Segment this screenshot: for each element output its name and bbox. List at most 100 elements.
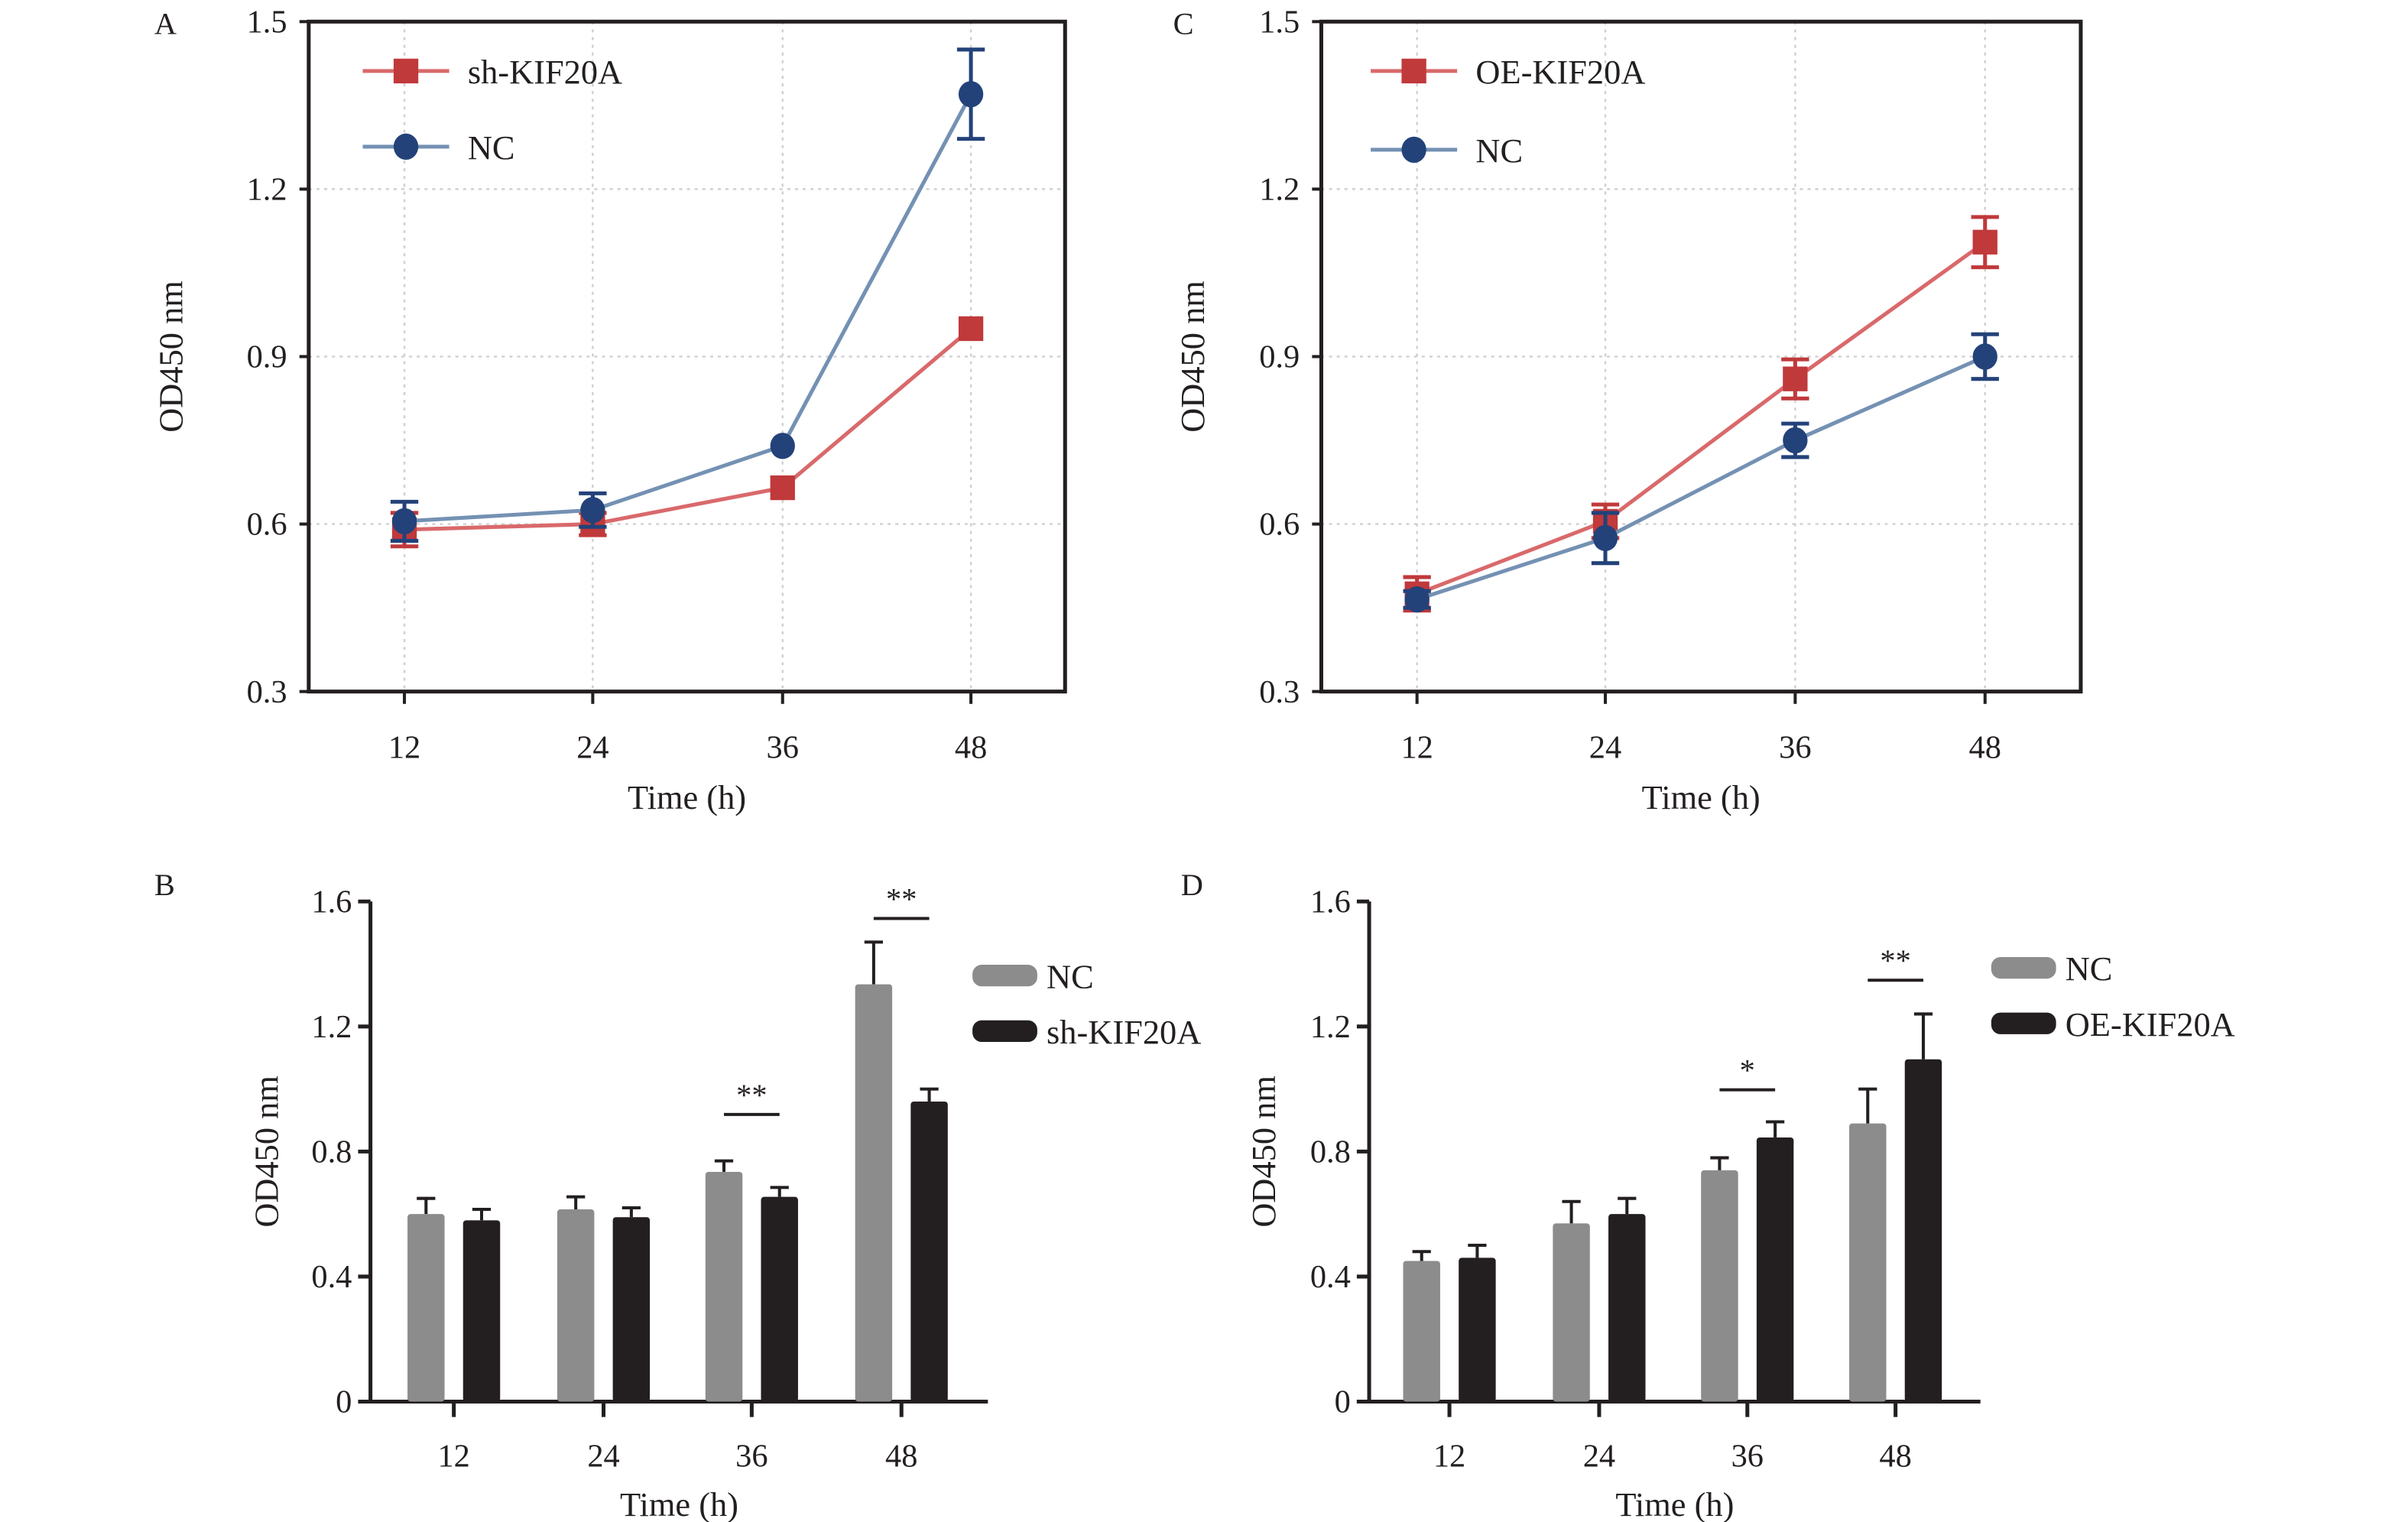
bar [1608, 1214, 1646, 1402]
series-line [1416, 355, 1986, 602]
panel-a: A 0.3 0.6 0.9 1.2 1.5 12 24 36 48 Time (h) OD450 nm… [151, 4, 1067, 816]
series-nc [390, 47, 985, 543]
bar [1756, 1137, 1794, 1402]
data-point-circle [958, 81, 984, 108]
legend-label: OE-KIF20A [1475, 53, 1645, 91]
bar [910, 1101, 948, 1402]
y-axis-label: OD450 nm [151, 281, 190, 433]
legend-swatch [972, 965, 1037, 987]
legend-label: NC [1475, 131, 1523, 170]
y-tick-label: 1.5 [1259, 4, 1300, 40]
bar [705, 1171, 743, 1402]
data-point-circle [1404, 586, 1430, 613]
bar [1403, 1261, 1440, 1402]
bar [612, 1217, 651, 1402]
panel-letter: D [1181, 868, 1203, 902]
legend-label: sh-KIF20A [1047, 1013, 1201, 1051]
legend-item: sh-KIF20A [972, 1013, 1201, 1051]
data-point-circle [1972, 343, 1997, 370]
y-tick-label: 0 [1335, 1384, 1351, 1420]
series-line [1416, 240, 1987, 596]
panel-c: C 0.3 0.6 0.9 1.2 1.5 12 24 36 48 Time (h) OD450 nm… [1173, 4, 2083, 816]
x-tick-label: 12 [1433, 1438, 1465, 1474]
x-axis-label: Time (h) [1642, 778, 1761, 816]
x-tick-label: 24 [576, 729, 608, 765]
y-tick-label: 0.4 [311, 1259, 352, 1295]
significance-label: ** [1880, 943, 1910, 978]
y-tick-label: 0.9 [1259, 339, 1300, 375]
y-tick-label: 0.3 [247, 674, 287, 710]
legend-item: NC [1991, 949, 2113, 988]
legend-item: sh-KIF20A [362, 53, 622, 91]
legend-item: NC [1371, 131, 1523, 170]
significance-label: * [1740, 1053, 1755, 1087]
x-axis-label: Time (h) [1615, 1485, 1734, 1522]
data-point-circle [1592, 524, 1618, 551]
y-axis-label: OD450 nm [247, 1076, 285, 1228]
data-point-square [1783, 366, 1808, 391]
bar [1849, 1123, 1887, 1402]
y-tick-label: 0.9 [247, 339, 287, 375]
legend-swatch [1991, 1012, 2056, 1034]
y-tick-label: 0.8 [1310, 1134, 1351, 1170]
significance-label: ** [736, 1078, 767, 1112]
legend-label: OE-KIF20A [2066, 1005, 2235, 1043]
data-point-square [1972, 229, 1997, 255]
x-tick-label: 48 [955, 729, 987, 765]
series-oe-kif20a [1459, 1012, 1942, 1402]
y-tick-label: 1.2 [247, 172, 287, 208]
y-tick-label: 0.8 [311, 1134, 352, 1170]
y-tick-label: 1.5 [247, 4, 287, 40]
data-point-square [770, 475, 795, 501]
y-tick-label: 1.6 [1310, 884, 1351, 920]
x-tick-label: 48 [885, 1438, 917, 1474]
significance-label: ** [886, 881, 917, 916]
bar [761, 1196, 798, 1402]
bar [1904, 1059, 1942, 1402]
y-axis-label: OD450 nm [1245, 1076, 1283, 1228]
y-tick-label: 0.6 [1259, 507, 1300, 543]
legend-item: NC [362, 128, 515, 167]
x-tick-label: 48 [1969, 729, 2001, 765]
legend-label: sh-KIF20A [468, 53, 622, 91]
data-point-circle [770, 433, 795, 459]
legend-label: NC [2066, 949, 2113, 988]
x-axis-label: Time (h) [620, 1485, 738, 1522]
legend-marker-square [1401, 58, 1426, 84]
y-tick-label: 1.2 [1259, 172, 1300, 208]
series-oe-kif20a [1403, 215, 1999, 613]
legend-swatch [1991, 956, 2056, 979]
series-line [404, 327, 972, 532]
legend-marker-circle [1401, 136, 1426, 164]
y-tick-label: 1.2 [311, 1009, 352, 1045]
x-tick-label: 12 [388, 729, 420, 765]
legend-marker-circle [393, 133, 419, 161]
legend-label: NC [1047, 957, 1094, 995]
x-tick-label: 48 [1879, 1438, 1911, 1474]
legend-marker-square [393, 58, 419, 84]
data-point-square [958, 316, 984, 342]
x-tick-label: 36 [767, 729, 799, 765]
data-point-circle [580, 497, 605, 524]
x-tick-label: 36 [735, 1438, 768, 1474]
panel-letter: C [1173, 6, 1194, 41]
series-sh-kif20a [462, 1087, 948, 1402]
y-tick-label: 1.6 [311, 884, 352, 920]
y-tick-label: 0 [336, 1384, 352, 1420]
x-tick-label: 24 [587, 1438, 619, 1474]
x-tick-label: 36 [1731, 1438, 1764, 1474]
legend-swatch [972, 1020, 1037, 1042]
data-point-circle [391, 508, 417, 535]
x-tick-label: 24 [1583, 1438, 1615, 1474]
y-tick-label: 1.2 [1310, 1009, 1351, 1045]
bar [1701, 1170, 1738, 1402]
bar [1553, 1223, 1590, 1402]
x-tick-label: 12 [1400, 729, 1433, 765]
series-sh-kif20a [390, 316, 984, 549]
series-nc [1403, 332, 1999, 613]
bar [1459, 1258, 1496, 1402]
y-tick-label: 0.6 [247, 507, 287, 543]
bar [407, 1214, 445, 1402]
legend-item: OE-KIF20A [1371, 53, 1645, 91]
